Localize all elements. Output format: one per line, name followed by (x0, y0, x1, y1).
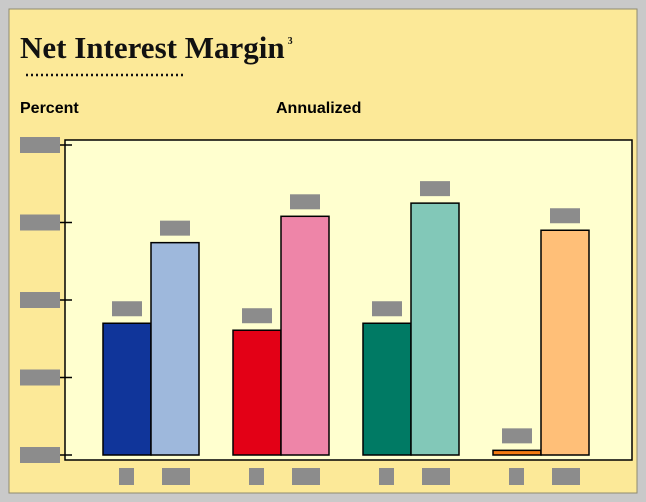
title-text: Net Interest Margin (20, 30, 285, 65)
redacted-value-label (372, 301, 402, 317)
redacted-value-label (290, 194, 320, 210)
redacted-category-label (509, 468, 524, 485)
redacted-value-label (242, 308, 272, 324)
redacted-value-label (420, 181, 450, 197)
bar (280, 215, 330, 456)
redacted-category-label (422, 468, 450, 485)
bar (150, 241, 200, 456)
redacted-category-label (162, 468, 190, 485)
redacted-category-label (249, 468, 264, 485)
chart-title: Net Interest Margin 3 (20, 30, 293, 65)
redacted-value-label (502, 428, 532, 444)
bar (102, 322, 152, 456)
bar (232, 329, 282, 456)
redacted-category-label (379, 468, 394, 485)
title-note: 3 (288, 36, 293, 47)
y-axis-label: Percent (20, 100, 79, 117)
subtitle: Annualized (276, 100, 361, 117)
redacted-tick-label (20, 214, 60, 231)
redacted-value-label (160, 220, 190, 236)
redacted-value-label (550, 208, 580, 224)
bar (410, 202, 460, 456)
redacted-category-label (119, 468, 134, 485)
bar (492, 449, 542, 456)
redacted-category-label (552, 468, 580, 485)
redacted-category-label (292, 468, 320, 485)
redacted-tick-label (20, 369, 60, 386)
redacted-tick-label (20, 137, 60, 153)
redacted-tick-label (20, 447, 60, 463)
bar (540, 229, 590, 456)
redacted-value-label (112, 301, 142, 317)
bar (362, 322, 412, 456)
redacted-tick-label (20, 292, 60, 308)
